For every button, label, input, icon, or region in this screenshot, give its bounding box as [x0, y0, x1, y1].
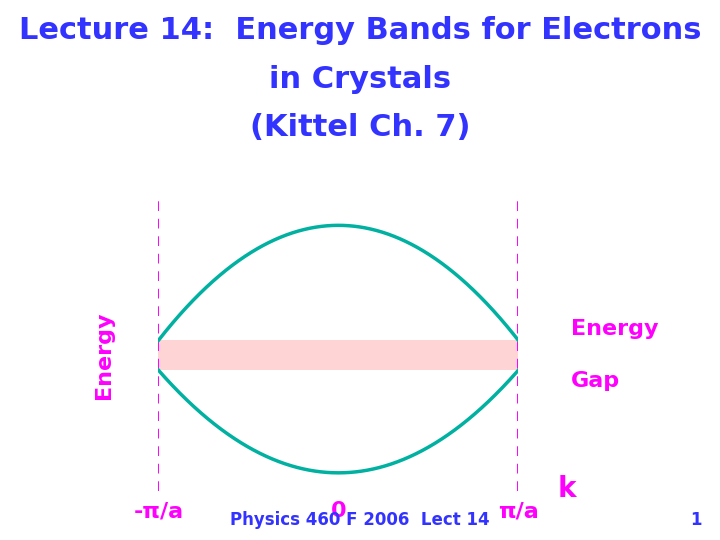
Text: Gap: Gap [571, 372, 620, 392]
Text: Energy: Energy [571, 319, 658, 339]
Text: 1: 1 [690, 511, 702, 529]
Text: Physics 460 F 2006  Lect 14: Physics 460 F 2006 Lect 14 [230, 511, 490, 529]
Text: in Crystals: in Crystals [269, 65, 451, 94]
Text: π/a: π/a [498, 501, 539, 521]
Text: 0: 0 [330, 501, 346, 521]
Text: Lecture 14:  Energy Bands for Electrons: Lecture 14: Energy Bands for Electrons [19, 16, 701, 45]
Bar [158, 340, 518, 370]
Text: -π/a: -π/a [133, 501, 184, 521]
Text: Energy: Energy [94, 312, 114, 399]
Text: k: k [558, 475, 577, 503]
Text: (Kittel Ch. 7): (Kittel Ch. 7) [250, 113, 470, 143]
